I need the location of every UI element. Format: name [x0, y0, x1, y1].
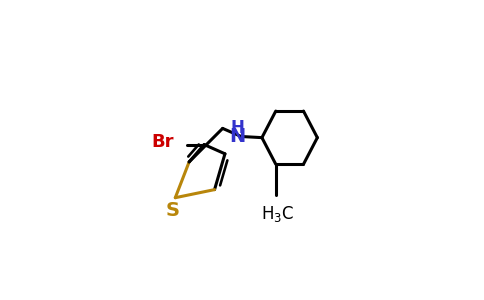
Text: N: N	[229, 127, 245, 146]
Text: H$_3$C: H$_3$C	[261, 204, 295, 224]
Text: H: H	[230, 119, 244, 137]
Text: S: S	[166, 201, 180, 220]
Text: Br: Br	[151, 133, 174, 151]
